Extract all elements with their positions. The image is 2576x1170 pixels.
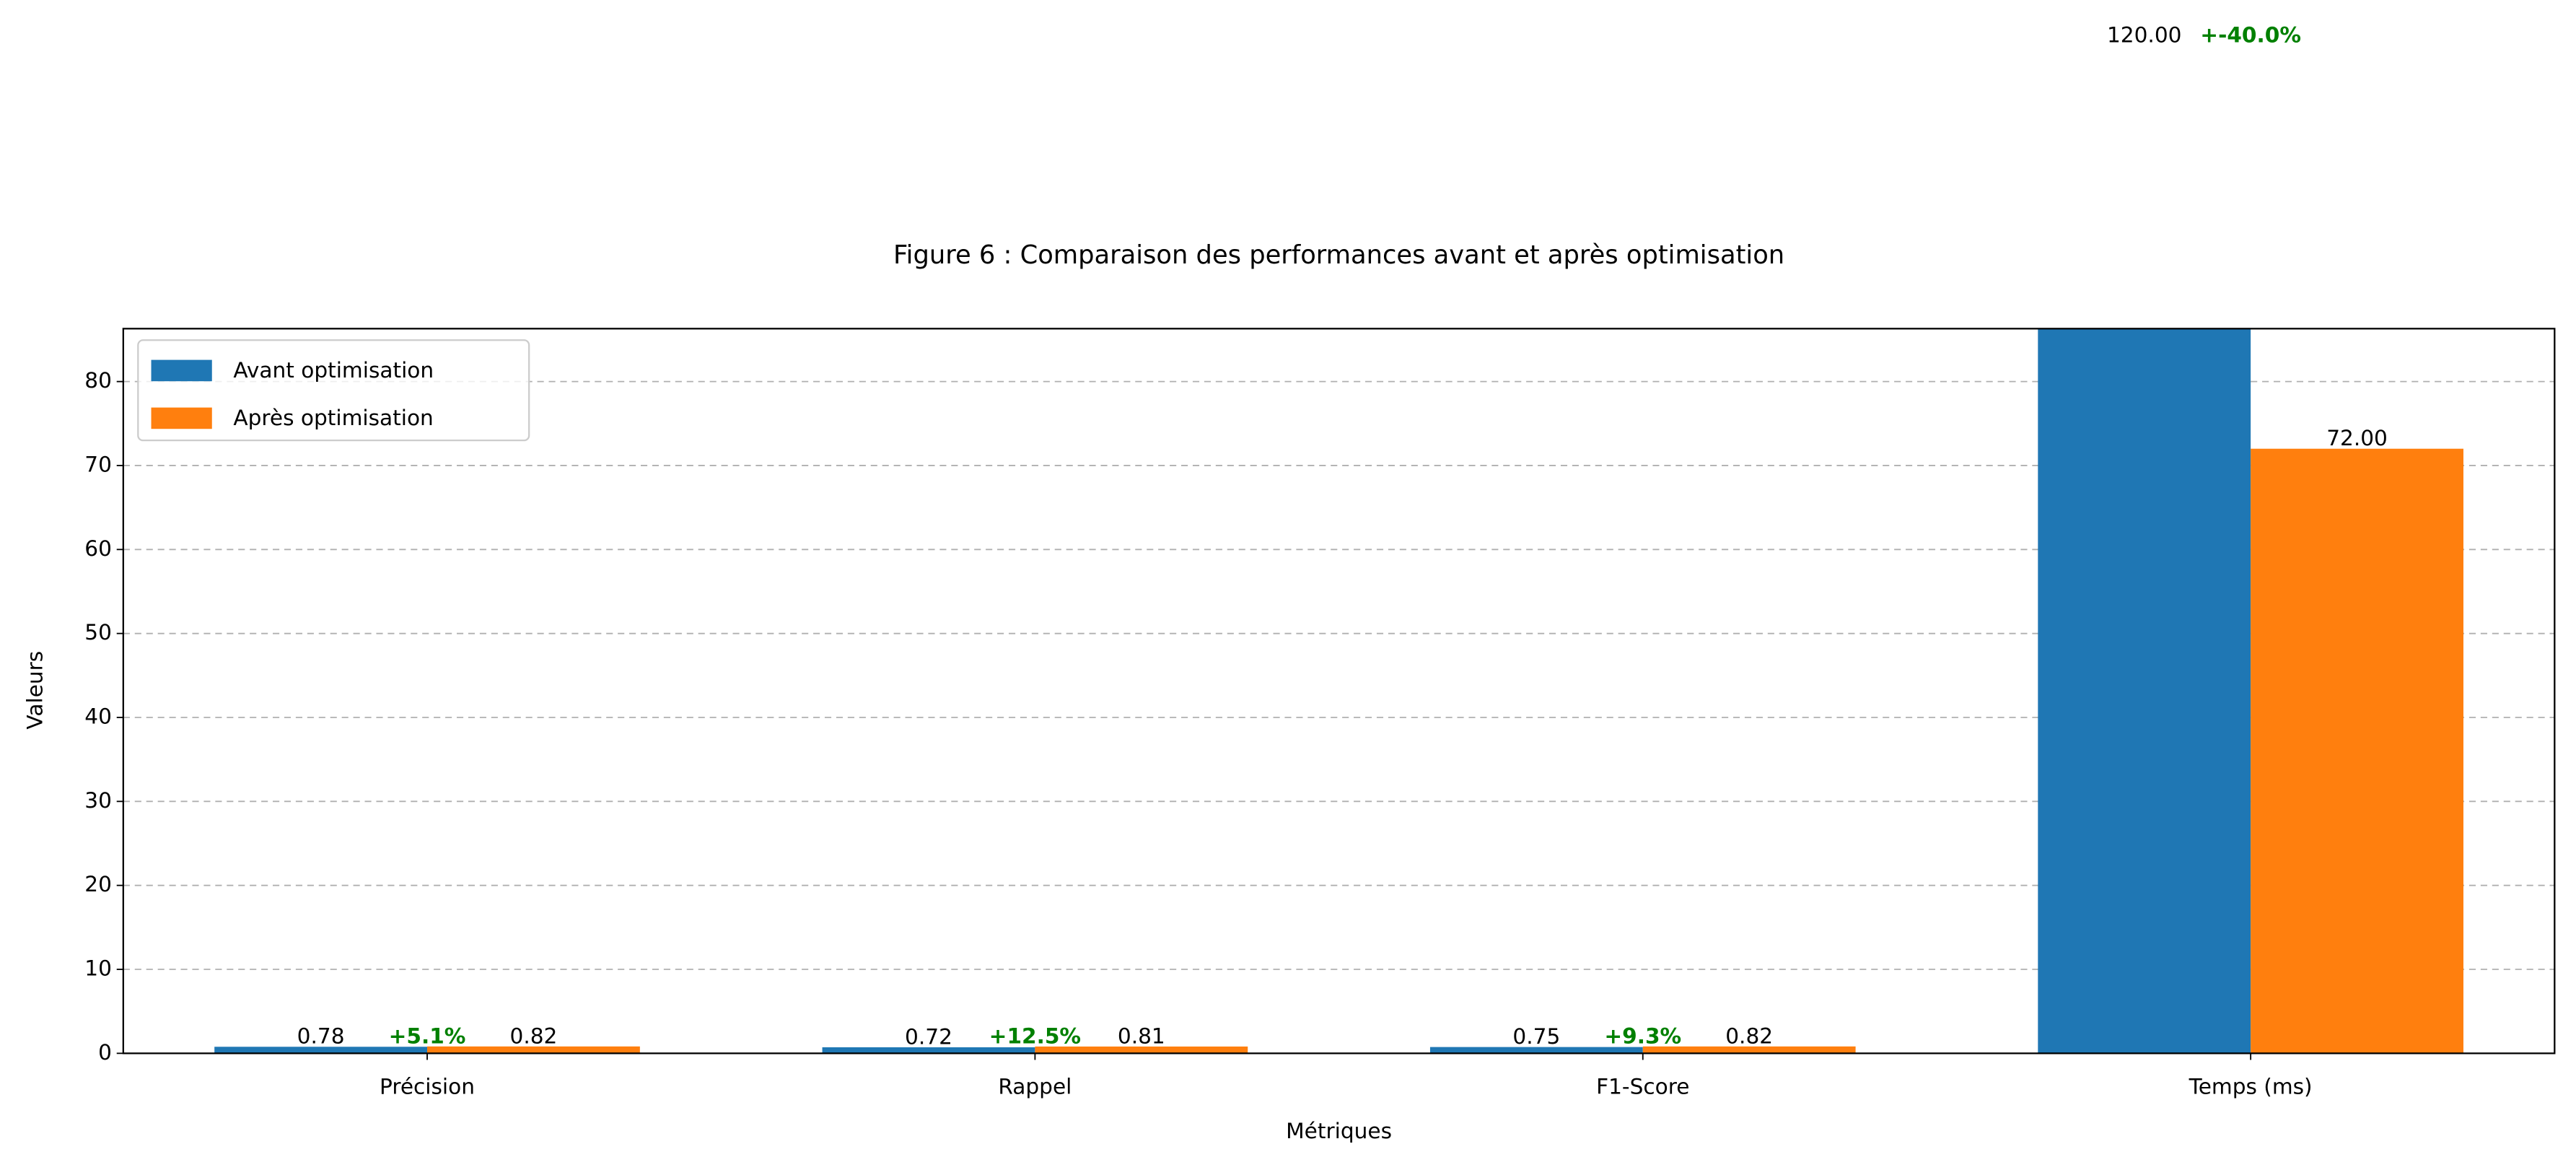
value-label: 0.72 bbox=[905, 1024, 952, 1049]
y-tick-label: 0 bbox=[98, 1040, 112, 1065]
x-axis-label: Métriques bbox=[1286, 1119, 1392, 1143]
value-label: 0.82 bbox=[1725, 1023, 1773, 1048]
value-label: 120.00 bbox=[2107, 23, 2182, 48]
x-tick-label: Temps (ms) bbox=[2189, 1075, 2313, 1099]
y-tick-label: 10 bbox=[84, 956, 112, 981]
y-axis-label: Valeurs bbox=[23, 651, 48, 730]
axes-frame bbox=[122, 328, 2556, 1055]
improvement-label: +5.1% bbox=[389, 1023, 466, 1048]
x-tick-label: Rappel bbox=[998, 1075, 1072, 1099]
value-label: 72.00 bbox=[2326, 426, 2388, 450]
bar bbox=[2251, 448, 2463, 1054]
chart-title: Figure 6 : Comparaison des performances … bbox=[893, 240, 1784, 270]
bar bbox=[1035, 1046, 1248, 1054]
bar bbox=[427, 1046, 640, 1054]
x-tick-label: F1-Score bbox=[1596, 1075, 1689, 1099]
legend-box bbox=[137, 339, 530, 442]
y-tick-label: 50 bbox=[84, 620, 112, 645]
y-tick-label: 80 bbox=[84, 368, 112, 393]
improvement-label: +9.3% bbox=[1604, 1023, 1681, 1048]
y-tick-label: 40 bbox=[84, 704, 112, 728]
legend-swatch bbox=[151, 407, 212, 429]
y-tick-label: 20 bbox=[84, 872, 112, 896]
x-tick-label: Précision bbox=[380, 1075, 475, 1099]
bar bbox=[2038, 328, 2251, 1054]
improvement-label: +12.5% bbox=[989, 1023, 1081, 1048]
value-label: 0.75 bbox=[1512, 1024, 1560, 1049]
value-label: 0.78 bbox=[297, 1024, 345, 1049]
bar bbox=[214, 1047, 428, 1054]
legend-label: Avant optimisation bbox=[233, 358, 434, 383]
y-tick-label: 70 bbox=[84, 452, 112, 476]
y-tick-label: 30 bbox=[84, 788, 112, 813]
y-tick-label: 60 bbox=[84, 536, 112, 561]
bar bbox=[1642, 1046, 1856, 1054]
legend-label: Après optimisation bbox=[233, 406, 433, 430]
legend-swatch bbox=[151, 359, 212, 382]
bar bbox=[1429, 1047, 1643, 1054]
value-label: 0.81 bbox=[1118, 1023, 1165, 1048]
bars bbox=[214, 328, 2463, 1054]
bar bbox=[822, 1047, 1035, 1054]
improvement-label: +-40.0% bbox=[2200, 23, 2301, 48]
value-label: 0.82 bbox=[510, 1023, 558, 1048]
